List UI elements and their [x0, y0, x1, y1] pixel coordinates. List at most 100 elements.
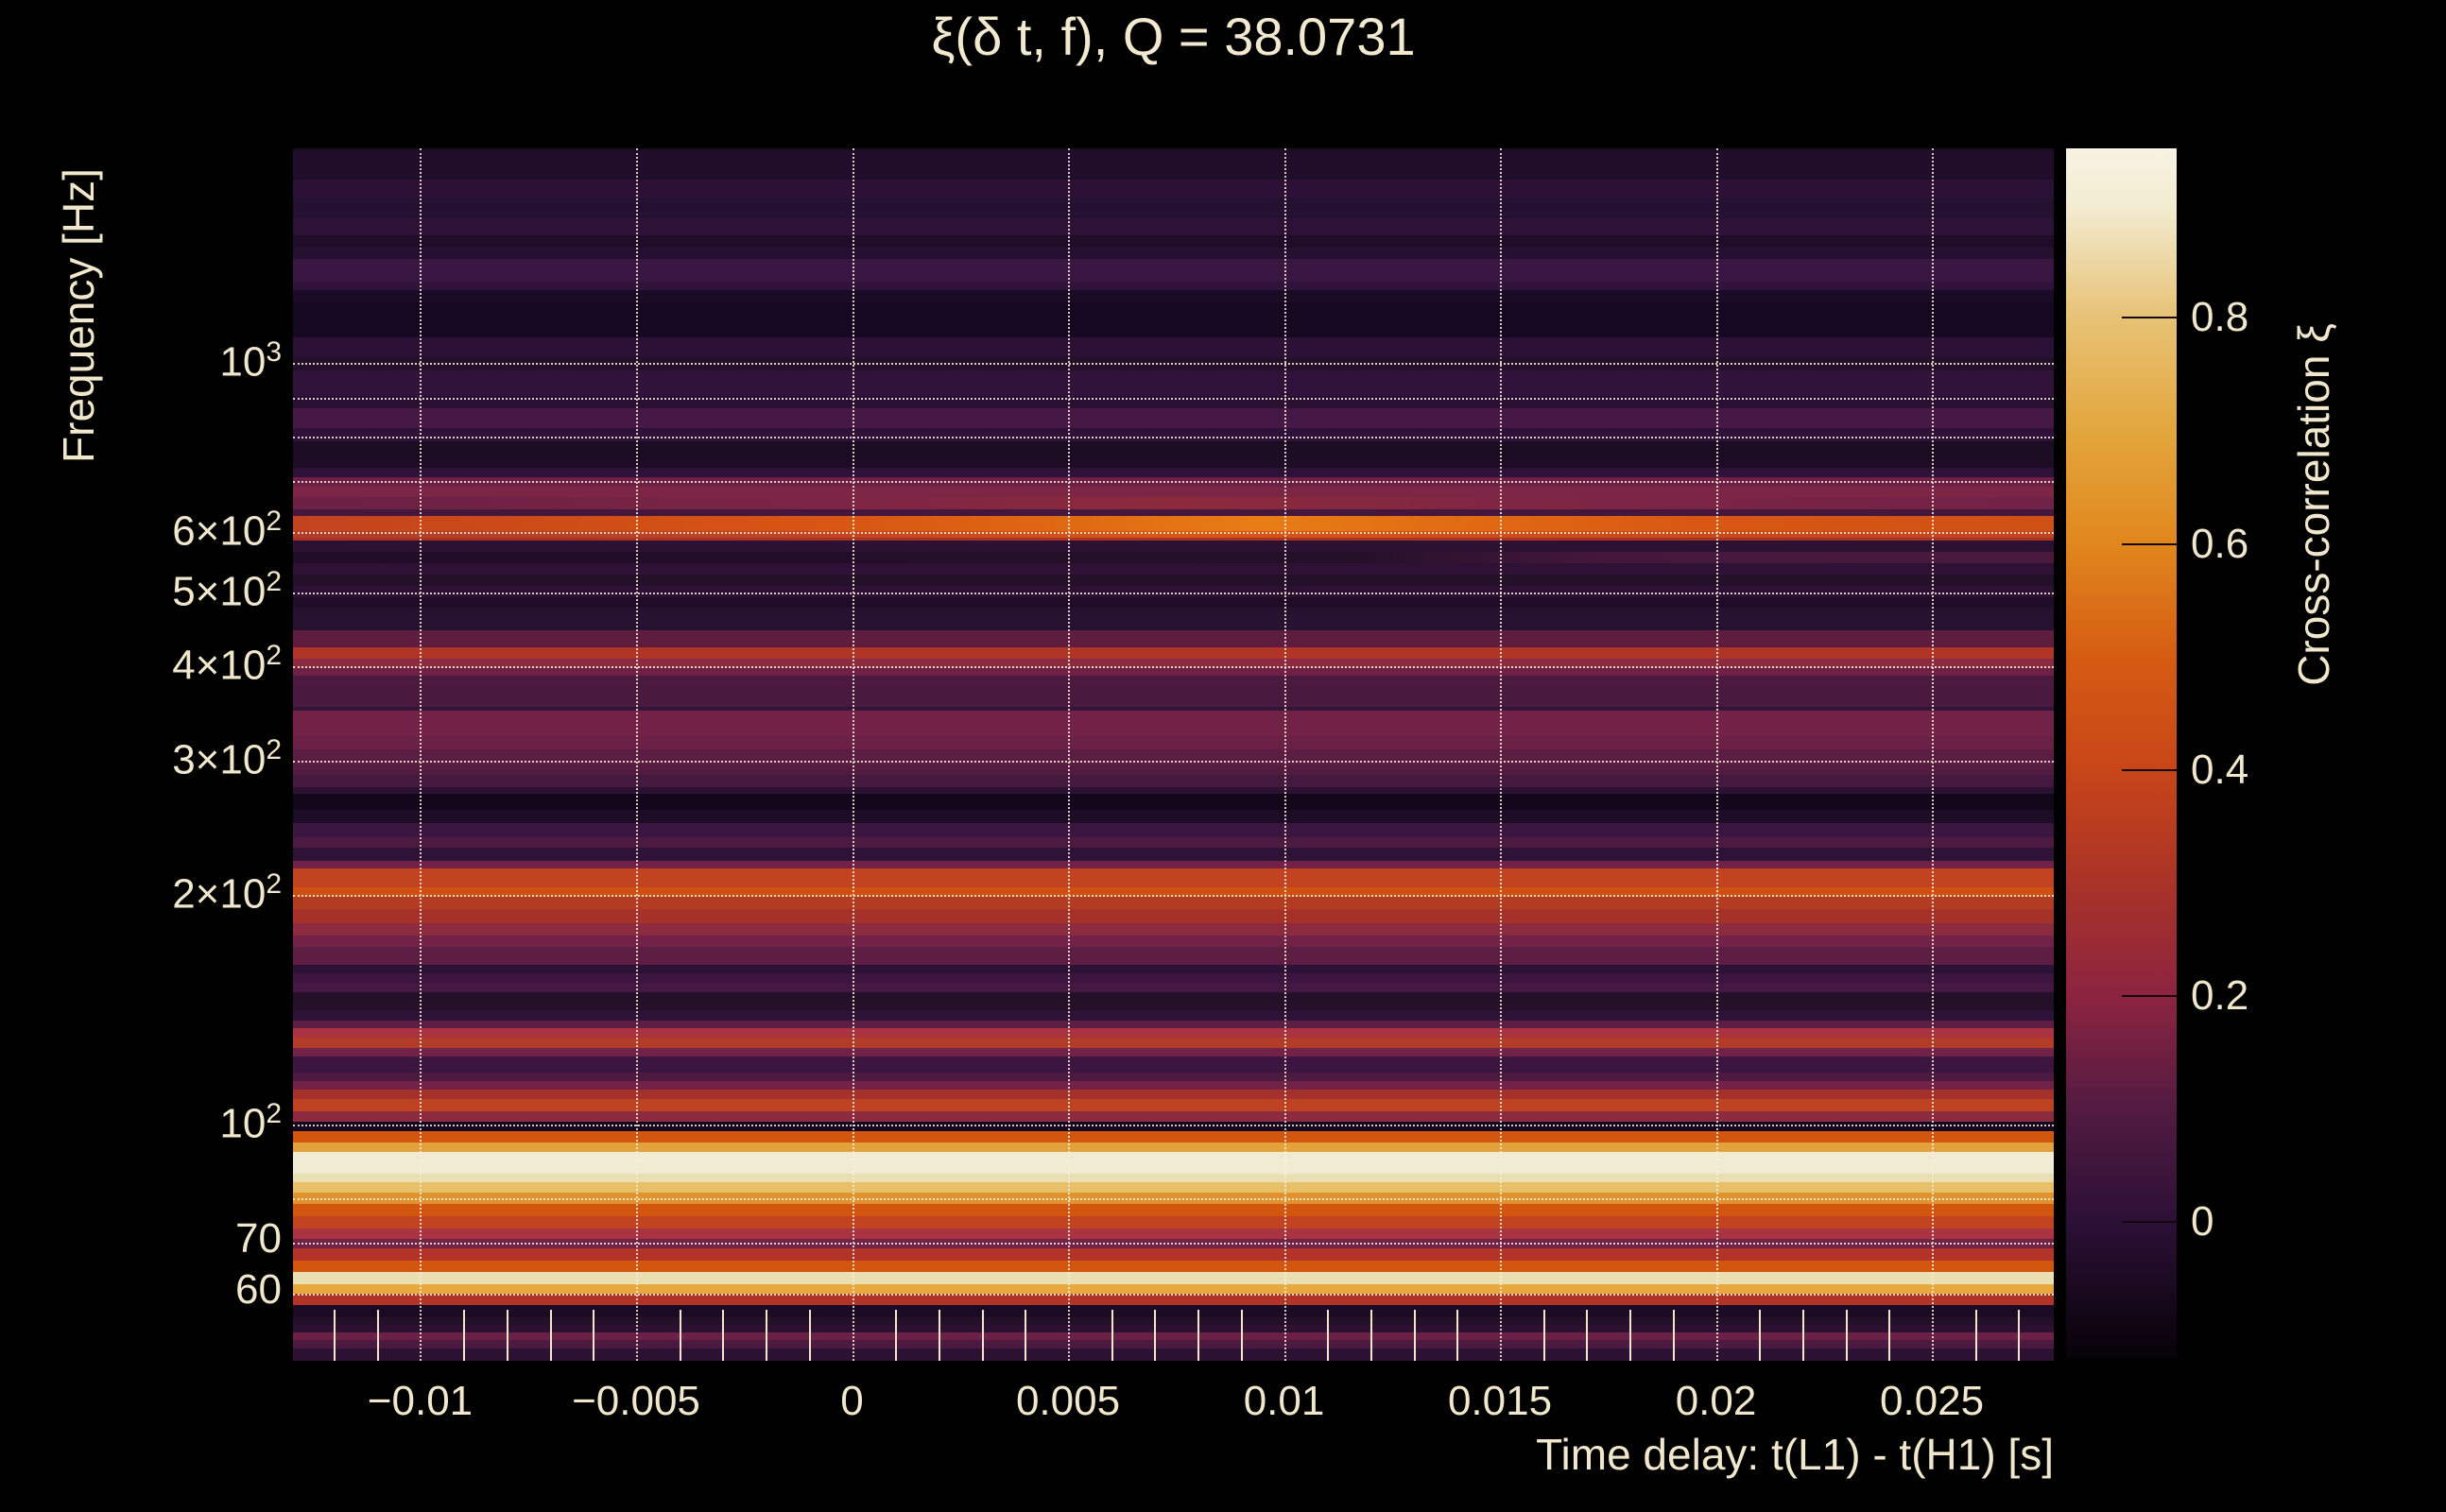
heatmap-row — [293, 1316, 2054, 1326]
x-minor-tick — [1369, 1310, 1372, 1361]
heatmap-row — [293, 1111, 2054, 1122]
heatmap-row — [293, 1081, 2054, 1091]
heatmap-row — [293, 551, 2054, 564]
x-minor-tick — [1456, 1310, 1459, 1361]
heatmap-row — [293, 1010, 2054, 1022]
heatmap-row — [293, 1090, 2054, 1100]
heatmap-row — [293, 370, 2054, 397]
heatmap-row — [293, 1099, 2054, 1112]
colorbar-label: Cross-correlation ξ — [2289, 323, 2338, 686]
y-gridline — [293, 1159, 2054, 1161]
heatmap-row — [293, 1215, 2054, 1229]
x-minor-tick — [506, 1310, 508, 1361]
heatmap-row — [293, 1073, 2054, 1082]
heatmap-row — [293, 336, 2054, 358]
heatmap-row — [293, 608, 2054, 631]
heatmap-row — [293, 630, 2054, 648]
heatmap-row — [293, 247, 2054, 260]
x-minor-tick — [593, 1310, 595, 1361]
colorbar-tick-label: 0.2 — [2191, 972, 2249, 1020]
y-gridline — [293, 480, 2054, 483]
x-minor-tick — [895, 1310, 898, 1361]
x-minor-tick — [549, 1310, 552, 1361]
x-minor-tick — [1413, 1310, 1416, 1361]
x-minor-tick — [1888, 1310, 1891, 1361]
x-minor-tick — [1974, 1310, 1977, 1361]
x-tick-label: 0.005 — [1015, 1378, 1121, 1424]
heatmap-row — [293, 1332, 2054, 1341]
heatmap-row — [293, 886, 2054, 898]
x-minor-tick — [1759, 1310, 1762, 1361]
heatmap-row — [293, 562, 2054, 576]
colorbar-tick-label: 0.4 — [2191, 746, 2249, 793]
heatmap-row — [293, 1182, 2054, 1194]
heatmap-row — [293, 427, 2054, 441]
heatmap-row — [293, 847, 2054, 862]
heatmap-row — [293, 1027, 2054, 1039]
heatmap-row — [293, 1203, 2054, 1217]
y-tick-label: 3×102 — [172, 734, 282, 784]
heatmap-row — [293, 711, 2054, 736]
heatmap-row — [293, 148, 2054, 152]
heatmap-row — [293, 1020, 2054, 1029]
y-gridline — [293, 665, 2054, 668]
x-minor-tick — [1845, 1310, 1848, 1361]
y-gridline — [293, 1242, 2054, 1245]
heatmap-row — [293, 837, 2054, 849]
x-minor-tick — [1111, 1310, 1113, 1361]
x-minor-tick — [1197, 1310, 1200, 1361]
heatmap-row — [293, 1325, 2054, 1333]
x-minor-tick — [1240, 1310, 1243, 1361]
heatmap-row — [293, 765, 2054, 776]
x-tick-label: −0.005 — [572, 1378, 700, 1424]
heatmap-row — [293, 748, 2054, 766]
x-minor-tick — [679, 1310, 681, 1361]
heatmap-row — [293, 1192, 2054, 1205]
heatmap-row — [293, 1038, 2054, 1049]
colorbar-tick-mark — [2122, 542, 2177, 545]
x-gridline — [1500, 148, 1503, 1361]
heatmap-row — [293, 301, 2054, 338]
y-gridline — [293, 592, 2054, 594]
x-tick-label: 0.01 — [1243, 1378, 1325, 1424]
y-tick-label: 4×102 — [172, 639, 282, 689]
heatmap-row — [293, 922, 2054, 936]
heatmap-row — [293, 516, 2054, 532]
heatmap-row — [293, 217, 2054, 236]
y-gridline — [293, 1198, 2054, 1201]
heatmap-row — [293, 407, 2054, 429]
heatmap-row — [293, 180, 2054, 199]
x-gridline — [1715, 148, 1718, 1361]
x-minor-tick — [981, 1310, 984, 1361]
y-tick-label: 2×102 — [172, 868, 282, 919]
heatmap-row — [293, 1349, 2054, 1361]
x-minor-tick — [938, 1310, 940, 1361]
heatmap-row — [293, 259, 2054, 283]
heatmap-plot — [293, 148, 2054, 1361]
x-minor-tick — [766, 1310, 768, 1361]
heatmap-row — [293, 1284, 2054, 1295]
x-minor-tick — [1801, 1310, 1804, 1361]
colorbar-tick-label: 0 — [2191, 1198, 2214, 1246]
y-gridline — [293, 1125, 2054, 1126]
heatmap-row — [293, 735, 2054, 750]
heatmap-row — [293, 647, 2054, 660]
x-minor-tick — [463, 1310, 466, 1361]
heatmap-row — [293, 1339, 2054, 1349]
heatmap-row — [293, 151, 2054, 180]
heatmap-row — [293, 1248, 2054, 1262]
heatmap-row — [293, 822, 2054, 838]
x-gridline — [1932, 148, 1935, 1361]
y-gridline — [293, 1293, 2054, 1296]
heatmap-row — [293, 965, 2054, 974]
colorbar-tick-label: 0.6 — [2191, 520, 2249, 567]
x-gridline — [1068, 148, 1070, 1361]
heatmap-row — [293, 793, 2054, 811]
heatmap-row — [293, 1228, 2054, 1240]
y-gridline — [293, 761, 2054, 764]
heatmap-row — [293, 1048, 2054, 1057]
x-minor-tick — [376, 1310, 379, 1361]
colorbar-tick-mark — [2122, 1221, 2177, 1224]
x-minor-tick — [1327, 1310, 1330, 1361]
